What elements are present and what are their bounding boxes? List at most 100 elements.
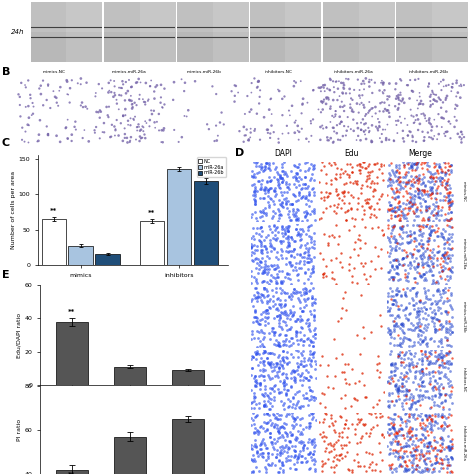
Point [271,440,278,447]
Point [416,226,423,234]
Point [276,184,283,192]
Point [254,289,261,297]
Point [277,308,285,316]
Point [423,206,431,214]
Point [285,444,293,452]
Point [431,368,438,375]
Point [252,162,260,170]
Point [388,468,396,474]
Point [282,228,289,235]
Point [410,257,418,264]
Point [393,387,401,394]
Point [256,257,264,265]
Point [415,315,423,323]
Point [384,248,392,255]
Point [448,245,456,252]
Point [379,90,387,97]
Point [357,126,365,134]
Point [397,462,405,470]
Point [401,291,409,298]
Point [438,181,446,189]
Point [446,438,453,445]
Point [276,330,284,338]
Point [408,166,415,174]
Point [352,179,359,187]
Point [308,301,316,309]
Point [289,210,297,218]
Point [385,252,392,259]
Point [397,444,404,452]
Point [123,134,131,142]
Point [429,173,437,181]
Point [115,106,123,113]
Point [293,169,301,177]
Point [391,212,398,220]
Point [265,164,273,172]
Point [319,100,326,107]
Point [421,459,428,466]
Point [260,194,268,201]
Point [403,462,410,470]
Point [449,199,456,207]
Point [269,273,277,281]
Point [444,191,452,199]
Point [262,427,269,435]
Point [295,182,303,189]
Point [375,122,383,130]
Point [380,161,388,168]
Point [43,123,51,130]
Point [430,464,438,472]
Point [327,439,334,447]
Point [333,456,340,463]
Point [269,302,277,310]
Point [285,258,293,266]
Point [108,121,116,128]
Point [399,235,406,242]
Point [395,244,403,252]
Point [411,441,419,448]
Point [260,348,267,356]
Point [401,266,409,273]
Point [213,137,220,144]
Point [412,255,419,262]
Point [291,253,298,261]
Point [367,328,374,336]
Point [170,78,178,86]
Point [443,468,450,474]
Point [446,217,453,224]
Point [426,380,433,388]
Point [121,111,129,119]
Point [260,283,268,291]
Point [337,450,345,457]
Point [119,112,127,120]
Point [394,290,401,298]
Point [402,292,410,300]
Point [292,117,300,124]
Point [419,452,427,459]
Point [396,341,404,349]
Point [444,286,452,293]
Point [347,205,355,213]
Point [436,176,444,183]
Point [440,412,447,419]
Point [141,98,149,106]
Point [434,232,441,240]
Point [417,468,424,474]
Point [418,346,425,354]
Point [334,96,341,104]
Point [406,184,413,192]
Point [284,249,292,256]
Point [361,239,369,247]
Point [406,264,414,272]
Point [286,111,294,119]
Point [287,341,294,349]
Point [396,324,403,332]
Point [411,173,419,181]
Point [365,76,373,83]
Point [399,262,407,269]
Point [150,88,158,95]
Point [365,172,373,179]
Point [442,193,449,201]
Point [457,128,465,136]
Point [428,428,435,436]
